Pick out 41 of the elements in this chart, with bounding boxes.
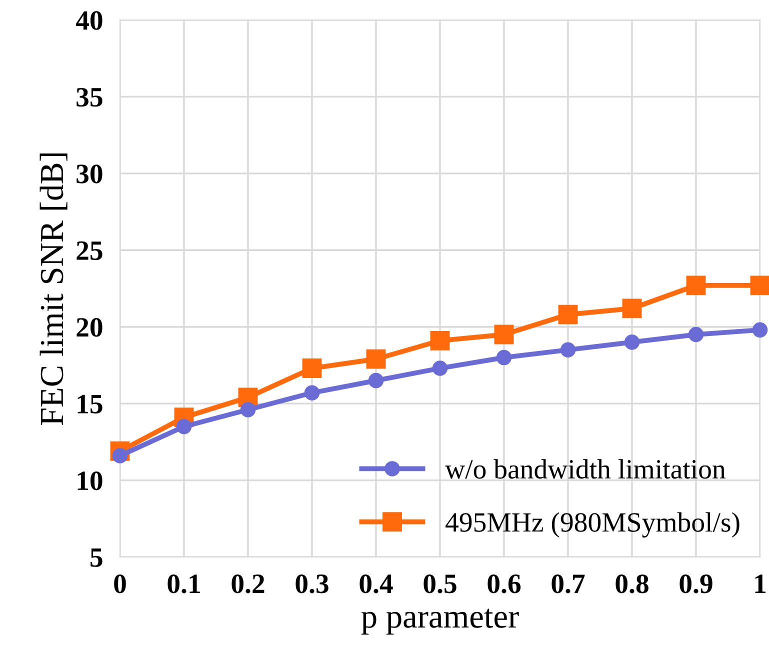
y-axis-title: FEC limit SNR [dB] [40,153,68,426]
x-tick-label: 0.4 [360,574,393,594]
x-tick-label: 0.8 [616,574,648,594]
point [622,298,642,318]
y-tick-label: 40 [76,11,102,30]
point [302,358,322,378]
point [750,276,769,296]
point [624,334,640,350]
x-tick-label: 0.1 [168,574,200,594]
point [688,326,704,342]
x-tick-label: 0 [114,574,126,594]
y-tick-label: 35 [76,88,102,107]
point [560,342,576,358]
legend-label: w/o bandwidth limitation [445,459,726,479]
point [430,330,450,350]
y-tick-label: 25 [76,241,102,260]
point [558,304,578,324]
y-tick-label: 5 [90,548,102,567]
x-tick-label: 0.5 [424,574,456,594]
point [240,402,256,418]
x-tick-label: 0.2 [232,574,264,594]
y-tick-label: 30 [76,164,102,184]
point [432,360,448,376]
x-axis-title: p parameter [361,608,519,635]
point [368,372,384,388]
point [686,276,706,296]
point [366,349,386,369]
point [752,322,768,338]
x-tick-label: 0.3 [296,574,328,594]
y-tick-label: 15 [78,394,102,414]
legend-label: 495MHz (980MSymbol/s) [446,512,740,538]
point [496,350,512,366]
x-tick-label: 0.9 [680,574,712,594]
x-tick-label: 0.6 [488,574,521,594]
point [494,324,514,344]
y-tick-label: 10 [78,471,102,490]
x-tick-label: 1 [755,574,766,593]
x-tick-label: 0.7 [552,574,585,594]
y-tick-label: 20 [76,318,102,337]
point [304,385,320,400]
point [176,418,192,434]
